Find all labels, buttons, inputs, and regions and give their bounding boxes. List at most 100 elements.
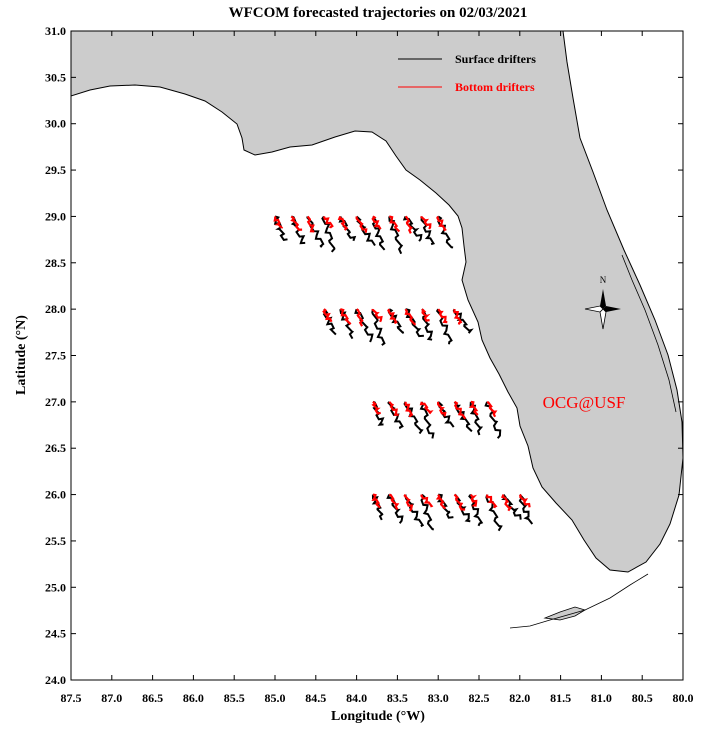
florida-landmass — [70, 30, 684, 573]
bottom-drifter-track — [469, 493, 478, 507]
surface-drifter-track — [420, 493, 435, 531]
bottom-drifter-track — [453, 309, 463, 325]
x-tick-label: 82.5 — [469, 691, 490, 705]
x-tick-label: 86.5 — [142, 691, 163, 705]
y-tick-label: 24.5 — [45, 627, 66, 641]
bottom-drifter-track — [501, 494, 513, 512]
bottom-drifter-track — [404, 308, 416, 326]
x-tick-label: 81.5 — [550, 691, 571, 705]
x-axis-ticks: 87.5 87.0 86.5 86.0 85.5 85.0 84.5 84.0 83.5 83.0… — [61, 31, 694, 705]
surface-drifter-track — [386, 494, 404, 524]
bottom-drifter-track — [388, 401, 399, 416]
surface-drifter-track — [388, 216, 404, 255]
bottom-drifter-track — [355, 308, 364, 327]
y-tick-label: 28.5 — [45, 256, 66, 270]
bottom-drifter-track — [355, 216, 368, 233]
y-tick-label: 24.0 — [45, 673, 66, 687]
x-tick-label: 84.5 — [305, 691, 326, 705]
y-tick-label: 26.0 — [45, 488, 66, 502]
legend-surface-label: Surface drifters — [455, 52, 536, 66]
surface-drifter-track — [371, 494, 384, 521]
bottom-drifter-track — [371, 493, 381, 509]
bottom-drifter-track — [371, 401, 381, 415]
x-tick-label: 87.5 — [61, 691, 82, 705]
bottom-drifter-track — [339, 308, 352, 325]
chart-title: WFCOM forecasted trajectories on 02/03/2… — [229, 5, 528, 21]
y-tick-label: 25.5 — [45, 534, 66, 548]
y-tick-label: 28.0 — [45, 302, 66, 316]
bottom-drifter-track — [453, 400, 467, 420]
y-tick-label: 30.5 — [45, 70, 66, 84]
bottom-drifter-track — [419, 401, 434, 415]
ocg-watermark: OCG@USF — [543, 393, 626, 412]
bottom-drifter-track — [436, 401, 447, 417]
x-tick-label: 82.0 — [509, 691, 530, 705]
bottom-drifter-track — [453, 493, 466, 511]
x-axis-label: Longitude (°W) — [331, 709, 425, 724]
x-tick-label: 80.0 — [673, 691, 694, 705]
surface-drifter-track — [321, 215, 336, 253]
legend-bottom-label: Bottom drifters — [455, 80, 535, 94]
surface-drifter-track — [322, 308, 337, 336]
x-tick-label: 81.0 — [591, 691, 612, 705]
bottom-drifter-track — [387, 308, 398, 325]
land — [70, 30, 684, 629]
y-tick-label: 26.5 — [45, 441, 66, 455]
bottom-drifter-track — [371, 308, 383, 323]
compass-north-label: N — [600, 275, 607, 285]
x-tick-label: 84.0 — [346, 691, 367, 705]
y-tick-label: 27.0 — [45, 395, 66, 409]
bottom-drifter-track — [421, 308, 431, 322]
y-tick-label: 30.0 — [45, 117, 66, 131]
bottom-drifter-track — [420, 494, 434, 508]
x-tick-label: 86.0 — [183, 691, 204, 705]
bottom-drifter-track — [337, 216, 349, 231]
surface-drifter-track — [484, 401, 502, 439]
surface-drifter-track — [371, 308, 386, 346]
compass-icon: N — [584, 275, 621, 330]
x-tick-label: 87.0 — [101, 691, 122, 705]
bottom-drifter-track — [403, 493, 414, 512]
bottom-drifter-track — [322, 216, 334, 229]
x-tick-label: 85.5 — [224, 691, 245, 705]
bottom-drifter-track — [388, 493, 400, 511]
surface-drifter-track — [453, 493, 471, 523]
y-axis-ticks: 31.0 30.5 30.0 29.5 29.0 28.5 28.0 27.5 27.0 26.5… — [45, 24, 683, 687]
bottom-drifter-track — [290, 215, 303, 231]
x-tick-label: 83.0 — [428, 691, 449, 705]
bottom-drifter-track — [404, 215, 413, 234]
surface-drifter-track — [306, 216, 325, 248]
surface-drifter-track — [420, 216, 436, 246]
bottom-drifter-track — [486, 400, 498, 418]
y-axis-label: Latitude (°N) — [14, 315, 29, 395]
x-tick-label: 80.5 — [632, 691, 653, 705]
y-tick-label: 27.5 — [45, 349, 66, 363]
trajectories — [273, 215, 534, 532]
surface-drifter-track — [501, 493, 522, 520]
surface-drifter-track — [469, 401, 484, 436]
bottom-drifter-track — [371, 215, 382, 230]
y-tick-label: 31.0 — [45, 24, 66, 38]
x-tick-label: 85.0 — [265, 691, 286, 705]
bottom-drifter-track — [273, 216, 284, 229]
surface-drifter-track — [402, 216, 423, 242]
keys-chain — [509, 573, 649, 629]
bottom-drifter-track — [388, 215, 401, 233]
surface-drifter-track — [485, 494, 503, 532]
keys-islands — [543, 606, 586, 621]
bottom-drifter-track — [420, 215, 432, 230]
bottom-drifter-track — [437, 308, 448, 324]
y-tick-label: 29.0 — [45, 209, 66, 223]
legend: Surface drifters Bottom drifters — [398, 52, 536, 94]
surface-drifter-track — [419, 401, 435, 439]
bottom-drifter-track — [486, 494, 498, 509]
bottom-drifter-track — [518, 493, 531, 508]
y-tick-label: 29.5 — [45, 163, 66, 177]
bottom-drifter-track — [322, 308, 333, 323]
y-tick-label: 25.0 — [45, 580, 66, 594]
barrier-islands-east — [621, 254, 677, 413]
bottom-drifter-track — [436, 215, 447, 232]
bottom-drifter-track — [404, 401, 414, 418]
surface-drifter-track — [452, 308, 474, 334]
